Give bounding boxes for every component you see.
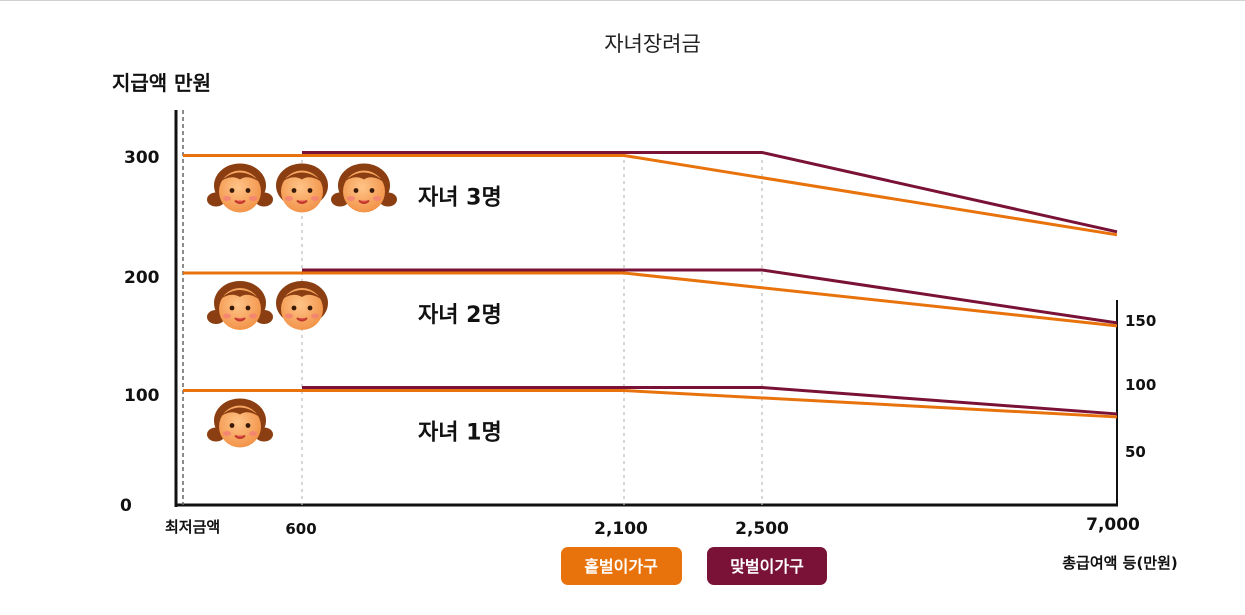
x-tick-2100: 2,100	[594, 519, 648, 539]
chart-title: 자녀장려금	[604, 32, 701, 56]
child-face-icon	[207, 398, 273, 448]
y-tick-0: 0	[120, 496, 132, 516]
child-face-icon	[331, 163, 397, 213]
legend: 홑벌이가구 맞벌이가구	[561, 547, 827, 585]
child-face-icon	[276, 163, 328, 213]
group-label-3: 자녀 3명	[418, 186, 502, 211]
x-tick-600: 600	[285, 520, 316, 538]
x-tick-min: 최저금액	[165, 518, 220, 536]
dual-income-line-1	[302, 386, 1118, 416]
child-face-icon	[207, 281, 273, 330]
right-tick-150: 150	[1125, 312, 1156, 330]
top-divider	[0, 0, 1245, 1]
dual-income-line-2	[302, 268, 1118, 325]
single-income-line-2	[183, 271, 1118, 328]
group-label-2: 자녀 2명	[418, 303, 502, 328]
x-axis-label: 총급여액 등(만원)	[1062, 554, 1178, 572]
right-tick-100: 100	[1125, 376, 1156, 394]
y-tick-100: 100	[124, 386, 160, 406]
y-tick-200: 200	[124, 268, 160, 288]
x-tick-7000: 7,000	[1086, 515, 1140, 535]
y-tick-300: 300	[124, 148, 160, 168]
single-income-line-1	[183, 389, 1118, 419]
x-tick-2500: 2,500	[735, 519, 789, 539]
dual-income-line-3	[302, 151, 1118, 234]
legend-single-income	[561, 547, 682, 585]
legend-single-income-label: 홑벌이가구	[584, 557, 658, 576]
group-label-1: 자녀 1명	[418, 421, 502, 446]
child-face-icon	[207, 163, 273, 213]
legend-dual-income	[707, 547, 827, 585]
legend-dual-income-label: 맞벌이가구	[730, 557, 804, 576]
right-tick-50: 50	[1125, 443, 1146, 461]
child-face-icon	[276, 281, 328, 330]
single-income-line-3	[183, 154, 1118, 237]
y-axis-label: 지급액 만원	[112, 71, 211, 95]
